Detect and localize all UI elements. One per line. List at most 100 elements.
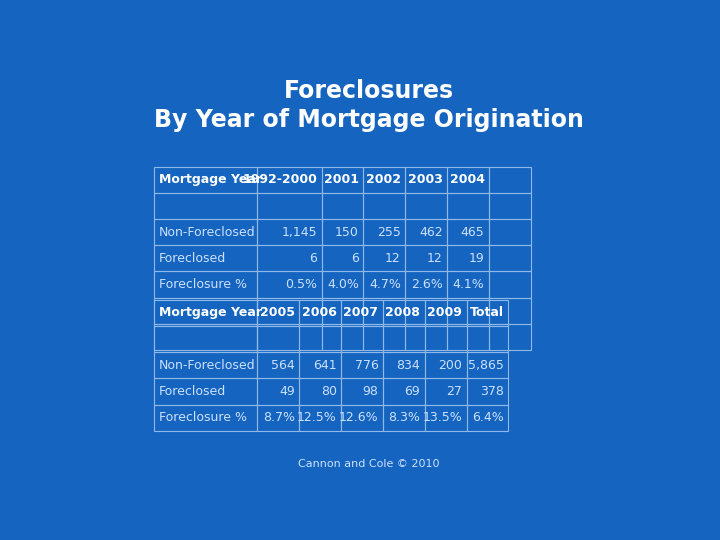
Text: 2.6%: 2.6%	[411, 278, 443, 291]
Bar	[322, 219, 364, 245]
Bar	[154, 272, 258, 298]
Text: 834: 834	[397, 359, 420, 372]
Bar	[425, 326, 467, 352]
Text: 465: 465	[461, 226, 485, 239]
Bar	[341, 379, 383, 404]
Text: 2001: 2001	[324, 173, 359, 186]
Bar	[447, 272, 489, 298]
Text: 2007: 2007	[343, 306, 379, 319]
Text: Mortgage Year: Mortgage Year	[158, 173, 261, 186]
Text: Mortgage Year: Mortgage Year	[158, 306, 261, 319]
Bar	[425, 379, 467, 404]
Bar	[258, 324, 322, 350]
Bar	[383, 379, 425, 404]
Bar	[405, 219, 447, 245]
Bar	[322, 193, 364, 219]
Bar	[364, 245, 405, 272]
Bar	[154, 219, 258, 245]
Text: Non-Foreclosed: Non-Foreclosed	[158, 359, 256, 372]
Bar	[322, 167, 364, 193]
Text: 6: 6	[351, 252, 359, 265]
Text: 19: 19	[469, 252, 485, 265]
Bar	[154, 300, 258, 326]
Text: Non-Foreclosed: Non-Foreclosed	[158, 226, 256, 239]
Bar	[258, 219, 322, 245]
Bar	[300, 300, 341, 326]
Text: 4.7%: 4.7%	[369, 278, 401, 291]
Text: 255: 255	[377, 226, 401, 239]
Bar	[447, 193, 489, 219]
Bar	[489, 298, 531, 324]
Bar	[258, 300, 300, 326]
Bar	[447, 167, 489, 193]
Text: 49: 49	[279, 385, 294, 398]
Text: 2005: 2005	[260, 306, 294, 319]
Text: 69: 69	[405, 385, 420, 398]
Bar	[364, 219, 405, 245]
Text: 1992-2000: 1992-2000	[242, 173, 317, 186]
Text: 13.5%: 13.5%	[423, 411, 462, 424]
Bar	[322, 324, 364, 350]
Bar	[258, 193, 322, 219]
Text: 6: 6	[309, 252, 317, 265]
Bar	[467, 300, 508, 326]
Bar	[405, 167, 447, 193]
Bar	[489, 193, 531, 219]
Bar	[425, 300, 467, 326]
Bar	[467, 352, 508, 379]
Bar	[447, 219, 489, 245]
Bar	[425, 352, 467, 379]
Bar	[489, 219, 531, 245]
Bar	[322, 298, 364, 324]
Bar	[467, 326, 508, 352]
Text: 641: 641	[313, 359, 337, 372]
Bar	[300, 404, 341, 431]
Bar	[258, 352, 300, 379]
Bar	[154, 326, 258, 352]
Text: 564: 564	[271, 359, 294, 372]
Bar	[405, 298, 447, 324]
Bar	[364, 193, 405, 219]
Bar	[300, 379, 341, 404]
Text: 200: 200	[438, 359, 462, 372]
Bar	[364, 324, 405, 350]
Text: 12: 12	[385, 252, 401, 265]
Bar	[258, 404, 300, 431]
Text: 2009: 2009	[427, 306, 462, 319]
Bar	[467, 379, 508, 404]
Bar	[258, 272, 322, 298]
Text: Foreclosed: Foreclosed	[158, 252, 226, 265]
Bar	[154, 404, 258, 431]
Text: 2002: 2002	[366, 173, 401, 186]
Text: 0.5%: 0.5%	[285, 278, 317, 291]
Bar	[405, 272, 447, 298]
Bar	[154, 324, 258, 350]
Bar	[322, 272, 364, 298]
Text: 12: 12	[427, 252, 443, 265]
Text: 2004: 2004	[449, 173, 485, 186]
Bar	[364, 298, 405, 324]
Bar	[405, 245, 447, 272]
Bar	[383, 404, 425, 431]
Text: 27: 27	[446, 385, 462, 398]
Text: 2006: 2006	[302, 306, 337, 319]
Bar	[364, 167, 405, 193]
Bar	[341, 300, 383, 326]
Text: 4.1%: 4.1%	[453, 278, 485, 291]
Bar	[447, 324, 489, 350]
Bar	[425, 404, 467, 431]
Text: 150: 150	[335, 226, 359, 239]
Bar	[300, 352, 341, 379]
Bar	[154, 298, 258, 324]
Bar	[300, 326, 341, 352]
Text: 1,145: 1,145	[282, 226, 317, 239]
Text: 5,865: 5,865	[468, 359, 504, 372]
Text: By Year of Mortgage Origination: By Year of Mortgage Origination	[154, 109, 584, 132]
Text: 6.4%: 6.4%	[472, 411, 504, 424]
Bar	[489, 324, 531, 350]
Bar	[467, 404, 508, 431]
Bar	[322, 245, 364, 272]
Text: Foreclosures: Foreclosures	[284, 79, 454, 103]
Text: 378: 378	[480, 385, 504, 398]
Text: 4.0%: 4.0%	[327, 278, 359, 291]
